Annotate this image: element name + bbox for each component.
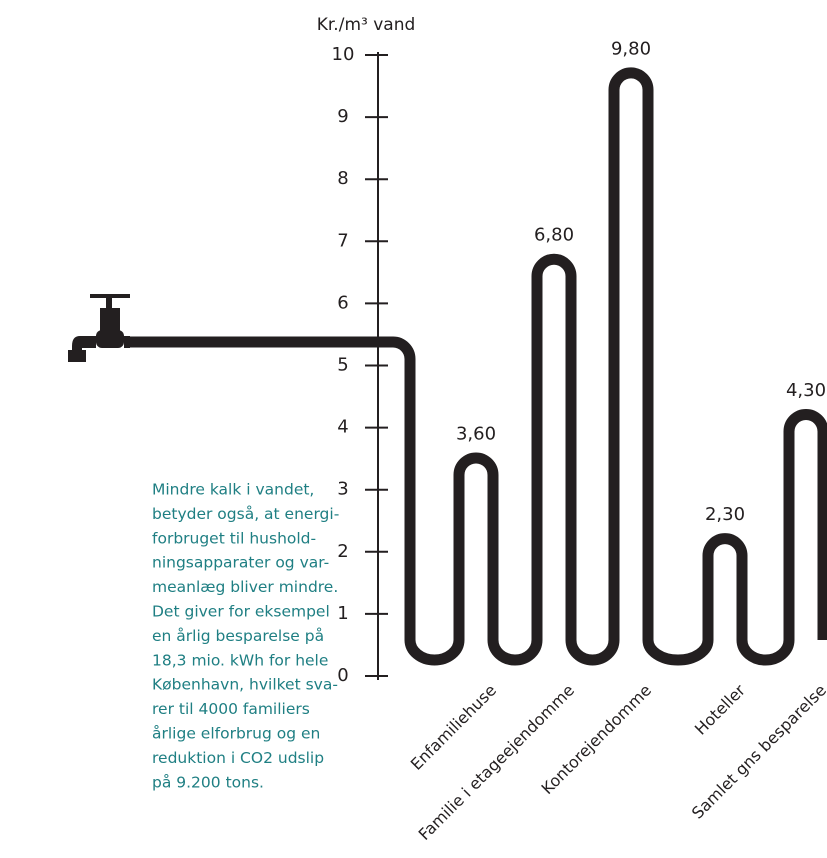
y-tick-label: 6 xyxy=(337,292,348,313)
x-tick-label: Familie i etageejendomme xyxy=(415,681,578,844)
y-tick-label: 2 xyxy=(337,541,348,562)
pipe-bend xyxy=(410,640,459,660)
pipe-bar xyxy=(789,414,823,640)
x-tick-label: Samlet gns besparelse xyxy=(688,681,827,823)
y-tick-label: 5 xyxy=(337,355,348,376)
annotation: København, hvilket sva- xyxy=(152,676,338,694)
pipe-bend xyxy=(648,640,708,660)
annotation: Det giver for eksempel xyxy=(152,603,330,621)
annotation: på 9.200 tons. xyxy=(152,773,264,791)
pipe-bar xyxy=(708,539,742,640)
value-label: 9,80 xyxy=(611,38,651,59)
axis-title: Kr./m³ vand xyxy=(317,15,416,35)
annotation: Mindre kalk i vandet, xyxy=(152,481,314,499)
pipe-bar xyxy=(459,458,493,640)
value-label: 3,60 xyxy=(456,423,496,444)
y-tick-label: 4 xyxy=(337,417,348,438)
annotation: 18,3 mio. kWh for hele xyxy=(152,651,328,669)
annotation: ningsapparater og var- xyxy=(152,554,329,572)
value-label: 2,30 xyxy=(705,504,745,525)
faucet xyxy=(68,294,130,362)
y-tick-label: 3 xyxy=(337,479,348,500)
annotation: rer til 4000 familiers xyxy=(152,700,310,718)
annotation: meanlæg bliver mindre. xyxy=(152,578,338,596)
annotation: en årlig besparelse på xyxy=(152,627,324,645)
y-tick-label: 1 xyxy=(337,603,348,624)
annotation: betyder også, at energi- xyxy=(152,505,339,523)
pipe-bend xyxy=(742,640,789,660)
x-tick-label: Hoteller xyxy=(691,680,749,738)
y-tick-label: 9 xyxy=(337,106,348,127)
y-tick-label: 8 xyxy=(337,168,348,189)
y-tick-label: 0 xyxy=(337,665,348,686)
y-tick-label: 7 xyxy=(337,230,348,251)
annotation: årlige elforbrug og en xyxy=(152,725,320,743)
pipe-bar xyxy=(614,73,648,640)
annotation: reduktion i CO2 udslip xyxy=(152,749,324,767)
y-tick-label: 10 xyxy=(332,44,355,65)
value-label: 6,80 xyxy=(534,225,574,246)
annotation: forbruget til hushold- xyxy=(152,529,316,547)
pipe-bend xyxy=(571,640,614,660)
pipe-bar xyxy=(537,259,571,640)
pipe-bend xyxy=(493,640,537,660)
value-label: 4,30 xyxy=(786,380,826,401)
chart: Kr./m³ vand 0123456789103,60Enfamiliehus… xyxy=(0,0,827,858)
